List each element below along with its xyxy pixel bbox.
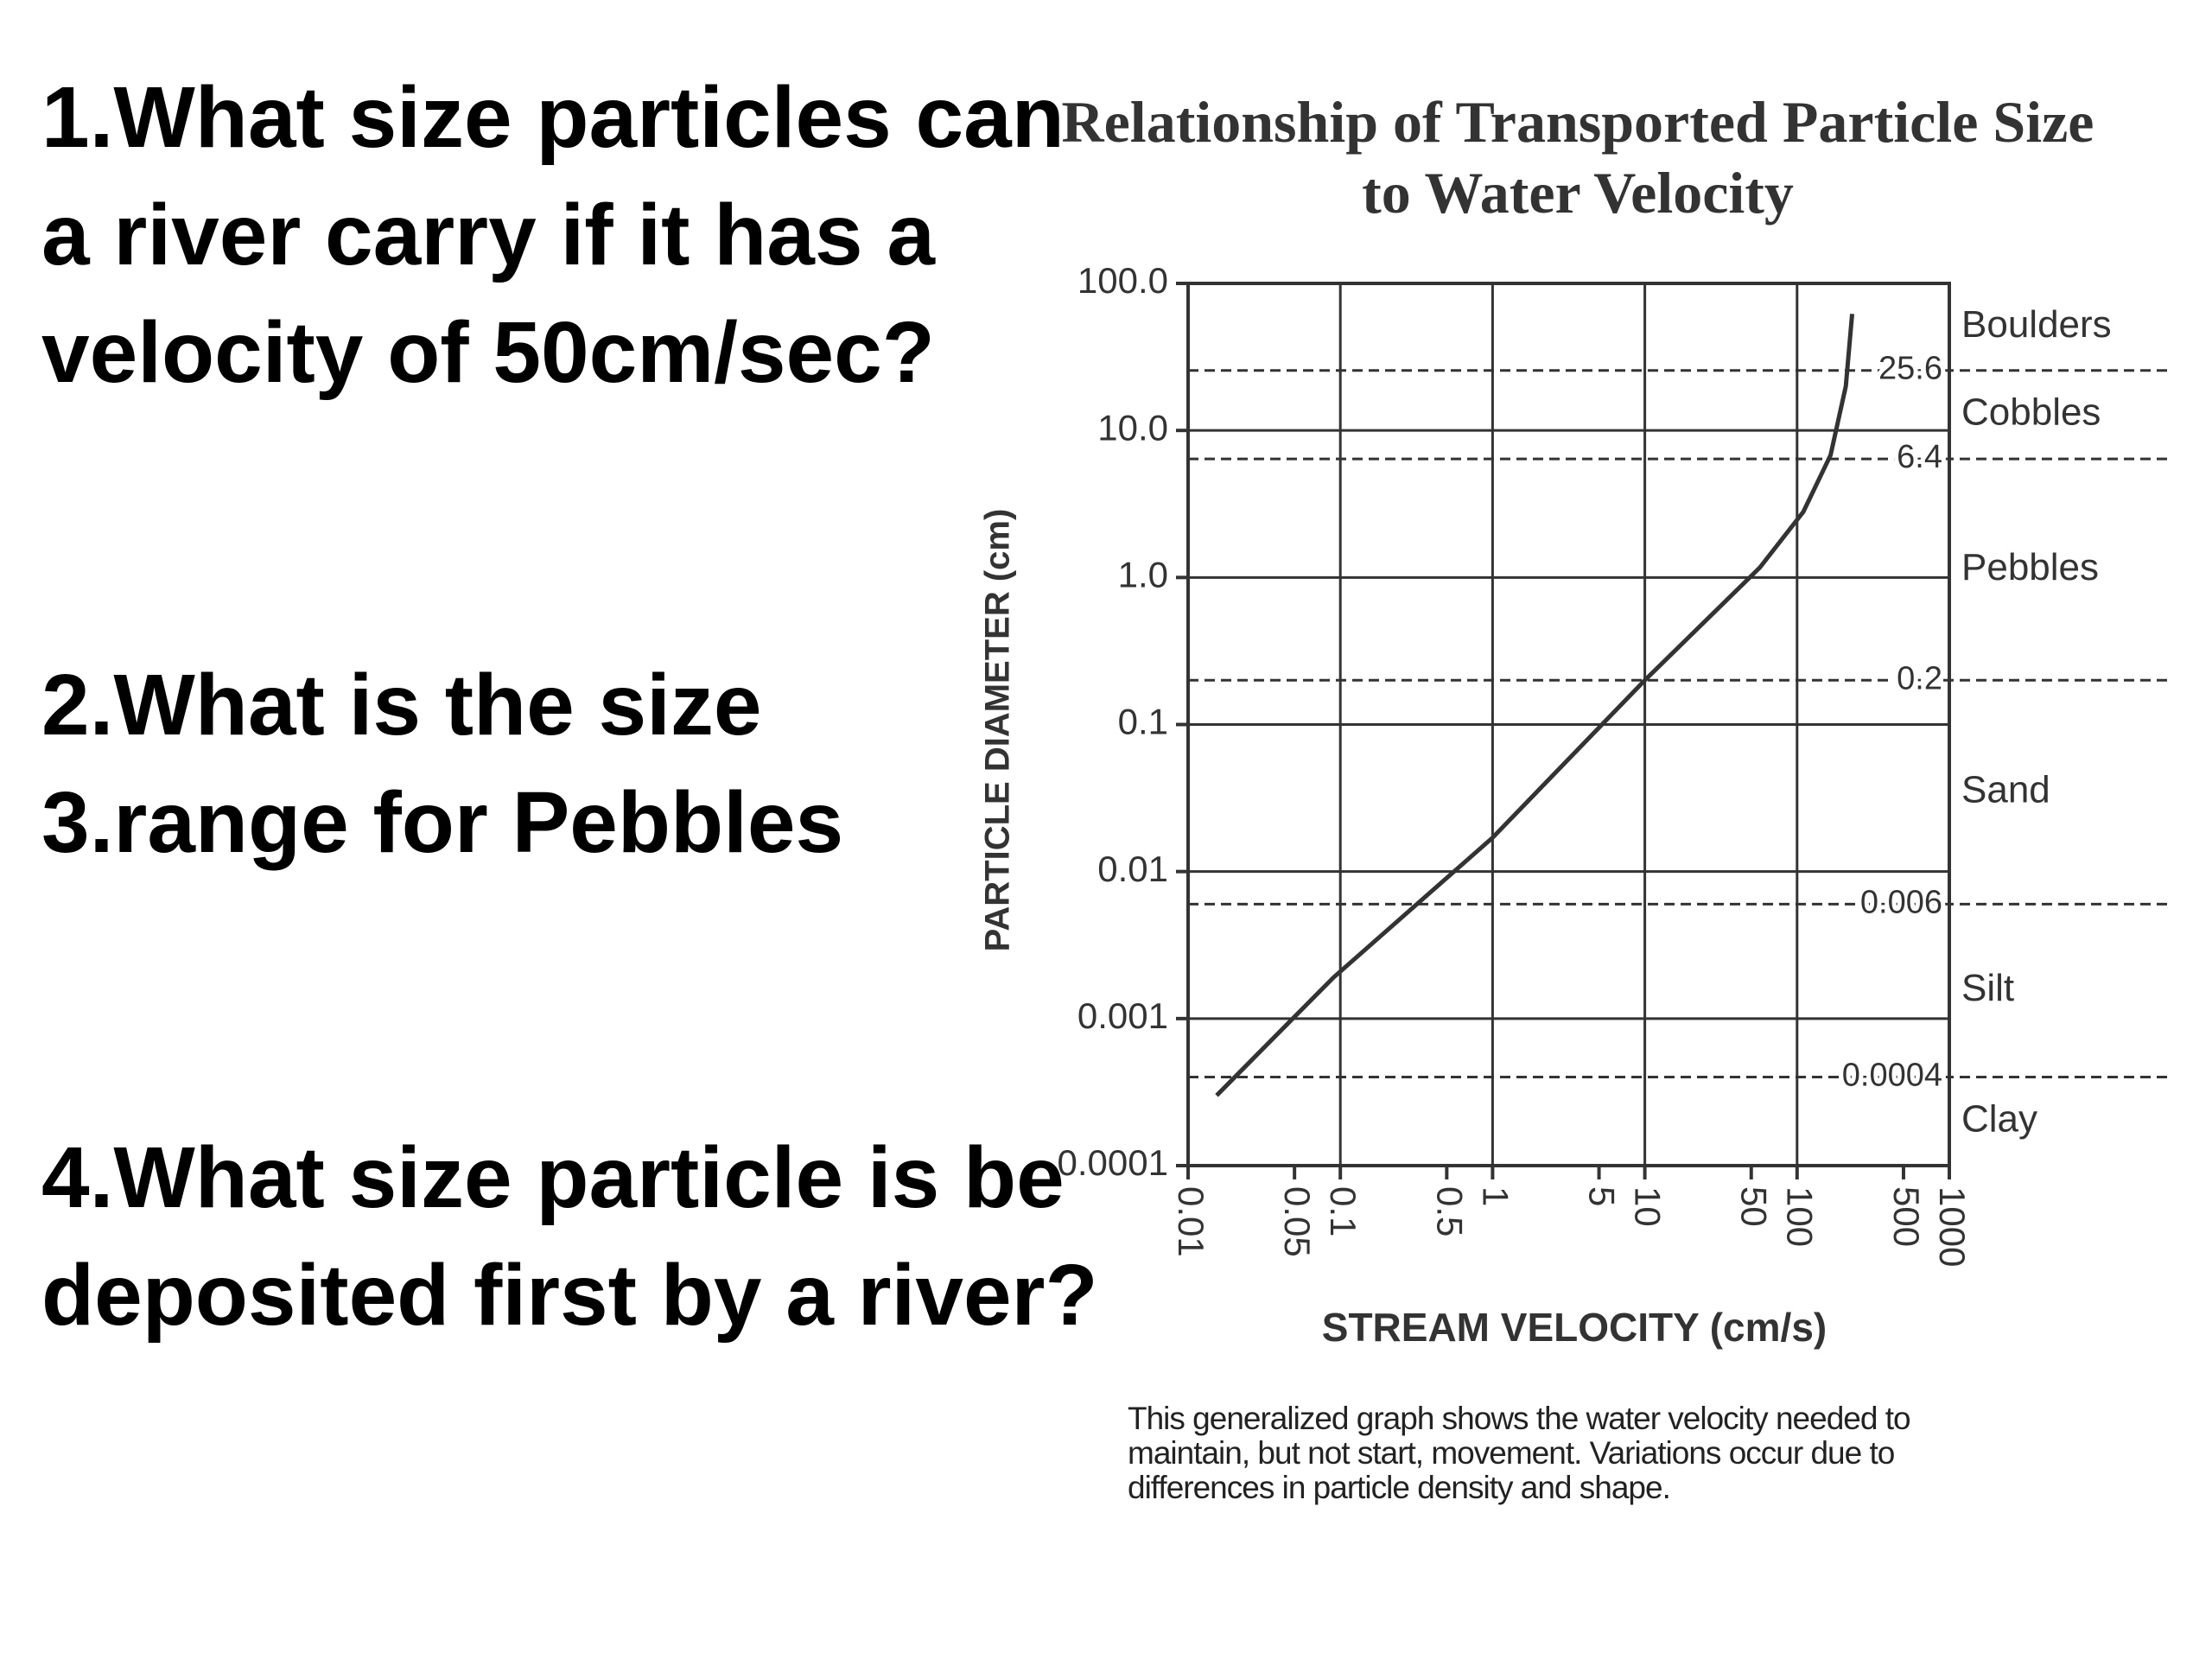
x-tick-label: 0.01 — [1171, 1186, 1211, 1257]
x-tick-label: 1000 — [1932, 1186, 1973, 1267]
y-tick-label: 10.0 — [1097, 407, 1168, 448]
x-tick-label: 0.5 — [1429, 1186, 1470, 1236]
size-class-label: Silt — [1961, 967, 2014, 1009]
y-axis-label: PARTICLE DIAMETER (cm) — [979, 509, 1017, 952]
x-tick-label: 500 — [1886, 1186, 1927, 1247]
size-class-label: Pebbles — [1961, 546, 2099, 588]
size-class-label: Cobbles — [1961, 391, 2101, 434]
chart-title: Relationship of Transported Particle Siz… — [1061, 89, 2094, 226]
x-tick-label: 5 — [1581, 1186, 1622, 1206]
y-tick-label: 0.01 — [1097, 849, 1168, 889]
size-class-label: Sand — [1961, 768, 2050, 810]
size-class-label: Clay — [1961, 1097, 2037, 1140]
chart-note: This generalized graph shows the water v… — [1128, 1401, 1911, 1505]
class-boundary-label: 25.6 — [1878, 351, 1942, 387]
class-boundary-label: 0.2 — [1897, 660, 1942, 696]
x-tick-label: 50 — [1734, 1186, 1775, 1227]
y-tick-label: 1.0 — [1118, 554, 1168, 594]
curve — [1215, 314, 1855, 1097]
class-boundary-label: 0.0004 — [1842, 1058, 1942, 1094]
question: 4.What size particle is be deposited fir… — [41, 1129, 1098, 1344]
question: 3.range for Pebbles — [41, 774, 844, 871]
x-axis-label: STREAM VELOCITY (cm/s) — [1322, 1305, 1827, 1350]
question: 2.What is the size — [41, 657, 762, 753]
class-boundary-label: 6.4 — [1897, 439, 1942, 475]
x-tick-label: 0.05 — [1277, 1186, 1318, 1257]
y-tick-label: 0.001 — [1077, 995, 1168, 1036]
x-tick-label: 10 — [1628, 1186, 1669, 1227]
x-tick-label: 100 — [1780, 1186, 1821, 1247]
y-tick-label: 0.1 — [1118, 702, 1168, 742]
x-tick-label: 0.1 — [1323, 1186, 1363, 1236]
x-tick-label: 1 — [1475, 1186, 1516, 1206]
class-boundary-label: 0.006 — [1860, 884, 1942, 920]
question: 1.What size particles can a river carry … — [41, 69, 1065, 401]
size-class-label: Boulders — [1961, 303, 2112, 346]
y-tick-label: 0.0001 — [1058, 1142, 1168, 1183]
y-tick-label: 100.0 — [1077, 260, 1168, 301]
